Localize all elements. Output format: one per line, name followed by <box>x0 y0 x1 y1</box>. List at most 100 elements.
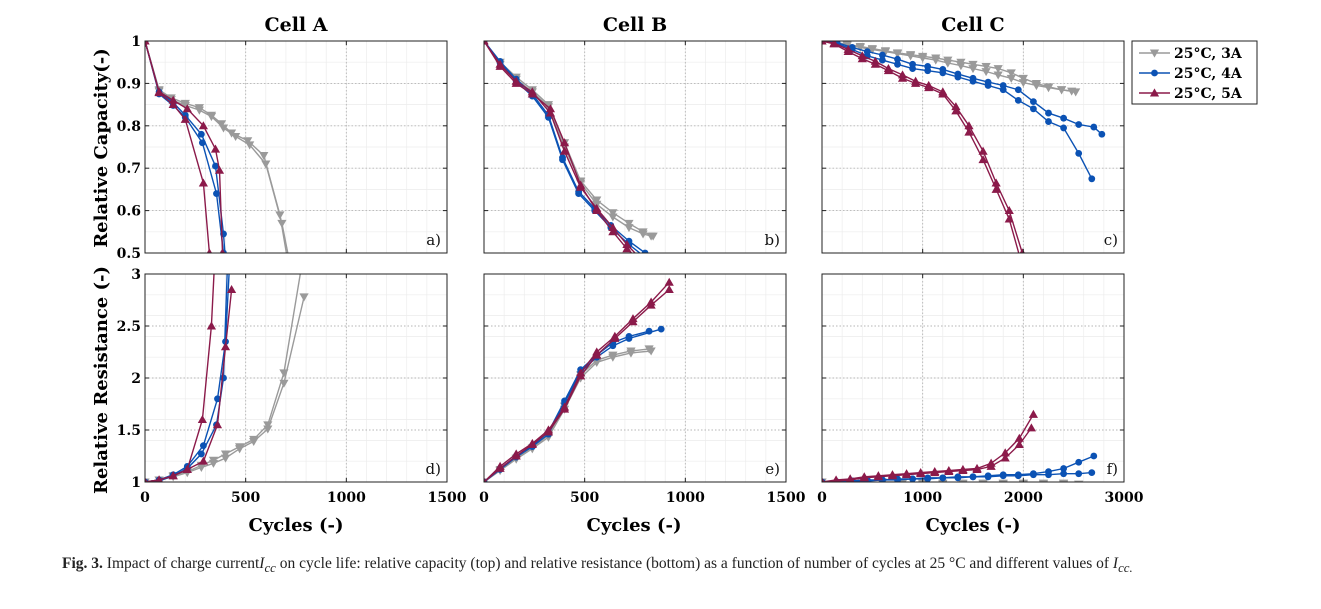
x-tick-label: 2000 <box>1004 490 1043 506</box>
data-point-5A <box>495 463 505 472</box>
data-point-3A <box>277 219 287 228</box>
data-point-3A <box>608 213 618 222</box>
data-point-5A <box>226 285 237 294</box>
data-point-3A <box>194 106 204 115</box>
data-point-3A <box>624 224 634 233</box>
data-point-5A <box>543 427 554 436</box>
data-point-3A <box>624 219 634 228</box>
series-line-5A-4 <box>822 414 1035 482</box>
data-point-5A <box>873 472 883 481</box>
data-point-5A <box>559 146 570 155</box>
data-point-3A <box>259 152 269 161</box>
data-point-4A <box>198 139 206 147</box>
data-point-5A <box>664 277 674 286</box>
data-point-5A <box>198 121 208 130</box>
data-point-3A <box>1018 74 1028 83</box>
data-point-4A <box>657 325 665 333</box>
data-point-5A <box>938 89 948 98</box>
y-tick-label: 3 <box>131 267 141 283</box>
data-point-4A <box>1045 118 1052 125</box>
x-axis-label-c: Cycles (-) <box>926 515 1021 536</box>
data-point-3A <box>1006 69 1016 78</box>
ticks <box>821 40 1125 254</box>
data-point-5A <box>857 54 867 63</box>
data-point-5A <box>484 477 487 482</box>
data-point-5A <box>622 244 632 253</box>
data-point-3A <box>592 358 602 367</box>
data-point-5A <box>1028 409 1038 418</box>
data-point-5A <box>978 155 988 164</box>
data-point-5A <box>484 41 489 45</box>
data-point-5A <box>559 404 570 413</box>
x-axis-label-a: Cycles (-) <box>249 515 344 536</box>
legend-label-4A: 25°C, 4A <box>1174 66 1243 82</box>
y-tick-label: 0.7 <box>117 161 141 177</box>
data-point-4A <box>214 395 221 403</box>
x-tick-label: 1000 <box>903 490 942 506</box>
data-point-4A <box>212 162 219 170</box>
x-axis-label-b: Cycles (-) <box>587 515 682 536</box>
data-point-5A <box>197 415 207 424</box>
x-tick-label: 3000 <box>1105 490 1144 506</box>
data-point-5A <box>1014 439 1024 449</box>
data-point-3A <box>261 160 271 169</box>
data-point-5A <box>944 467 954 476</box>
data-point-3A <box>608 209 618 218</box>
x-tick-label: 1000 <box>666 490 705 506</box>
data-point-4A <box>575 190 583 198</box>
data-point-3A <box>279 379 289 388</box>
y-tick-label: 0.6 <box>117 204 141 220</box>
data-point-3A <box>1067 87 1077 96</box>
panel-label: d) <box>426 460 441 478</box>
data-point-5A <box>1004 206 1014 215</box>
data-point-4A <box>1030 471 1037 479</box>
panel-b: b) Cell B <box>483 14 787 254</box>
data-point-3A <box>931 56 941 65</box>
caption-text-2: on cycle life: relative capacity (top) a… <box>275 555 1113 572</box>
plot-frame <box>483 40 787 254</box>
data-point-4A <box>1045 109 1052 117</box>
data-point-4A <box>969 473 977 481</box>
legend-marker-3A <box>1149 49 1160 58</box>
data-point-5A <box>951 106 961 115</box>
major-grid <box>822 274 1124 482</box>
data-point-5A <box>1014 433 1024 442</box>
data-point-3A <box>646 232 656 241</box>
data-point-5A <box>168 471 178 480</box>
data-point-5A <box>545 104 556 113</box>
ticks <box>144 40 448 254</box>
data-point-3A <box>968 60 978 69</box>
data-point-3A <box>180 101 190 111</box>
plot-frame <box>144 40 448 254</box>
data-point-5A <box>911 78 921 87</box>
data-point-5A <box>511 78 521 87</box>
data-point-5A <box>870 59 880 68</box>
caption-subscript-2: cc. <box>1118 560 1133 576</box>
plot-frame <box>821 40 1125 254</box>
data-point-5A <box>859 473 869 482</box>
data-point-3A <box>299 293 309 302</box>
x-tick-label: 0 <box>479 490 489 506</box>
data-point-5A <box>592 350 602 359</box>
data-point-5A <box>214 165 225 174</box>
data-point-5A <box>559 138 570 147</box>
panel-label: f) <box>1107 460 1118 478</box>
data-point-4A <box>1060 465 1067 472</box>
data-point-5A <box>592 206 602 215</box>
data-point-5A <box>145 477 148 482</box>
series-group <box>822 409 1098 482</box>
data-point-5A <box>182 464 192 473</box>
data-point-3A <box>968 65 978 74</box>
data-point-4A <box>999 472 1007 480</box>
legend: 25°C, 3A 25°C, 4A 25°C, 5A <box>1131 40 1258 105</box>
panel-f: 0 1000 2000 3000 f) <box>817 273 1144 506</box>
data-point-4A <box>984 82 992 89</box>
data-point-4A <box>1060 114 1067 122</box>
data-point-3A <box>892 50 903 59</box>
ticks <box>483 273 787 483</box>
data-point-5A <box>978 146 988 155</box>
data-point-5A <box>901 470 912 479</box>
series-group <box>484 277 674 482</box>
ticks <box>821 273 1125 483</box>
data-point-3A <box>592 196 602 205</box>
